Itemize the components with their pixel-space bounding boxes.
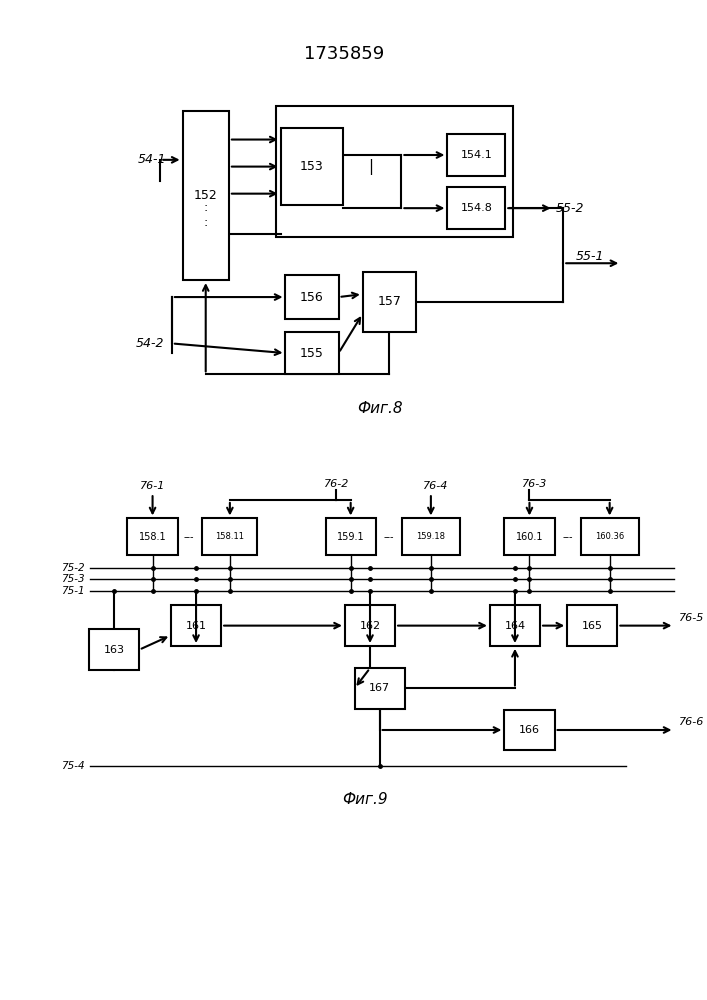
Text: 152: 152	[194, 189, 218, 202]
Bar	[345, 605, 395, 646]
Text: 156: 156	[300, 291, 324, 304]
Bar	[504, 710, 554, 750]
Text: 75-3: 75-3	[62, 574, 85, 584]
Text: 154.8: 154.8	[460, 203, 492, 213]
Text: 1735859: 1735859	[304, 45, 384, 63]
Text: 158.11: 158.11	[216, 532, 245, 541]
Text: 163: 163	[103, 645, 124, 655]
Bar	[182, 111, 229, 280]
Bar	[448, 187, 506, 229]
Text: |: |	[368, 159, 373, 175]
Text: 75-2: 75-2	[62, 563, 85, 573]
Text: 158.1: 158.1	[139, 532, 166, 542]
Text: 157: 157	[378, 295, 402, 308]
Bar	[567, 605, 617, 646]
Text: ---: ---	[384, 532, 394, 542]
Text: 160.1: 160.1	[515, 532, 543, 542]
Text: 162: 162	[359, 621, 380, 631]
Text: .: .	[474, 180, 479, 198]
Text: 166: 166	[519, 725, 540, 735]
Text: 154.1: 154.1	[460, 150, 492, 160]
Bar	[286, 275, 339, 319]
Text: 54-1: 54-1	[138, 153, 167, 166]
Text: 75-1: 75-1	[62, 586, 85, 596]
Bar	[202, 518, 257, 555]
Bar	[127, 518, 177, 555]
Text: 165: 165	[582, 621, 603, 631]
Text: 75-4: 75-4	[62, 761, 85, 771]
Text: 164: 164	[504, 621, 525, 631]
Text: 55-1: 55-1	[575, 250, 604, 263]
Text: 76-2: 76-2	[324, 479, 349, 489]
Text: 167: 167	[369, 683, 390, 693]
Text: ---: ---	[562, 532, 573, 542]
Text: 161: 161	[185, 621, 206, 631]
Bar	[281, 128, 344, 205]
Bar	[490, 605, 540, 646]
Text: 76-3: 76-3	[522, 479, 547, 489]
Text: 76-4: 76-4	[423, 481, 448, 491]
Bar	[325, 518, 376, 555]
Bar	[89, 629, 139, 670]
Bar	[354, 668, 405, 709]
Bar	[580, 518, 638, 555]
Text: 155: 155	[300, 347, 324, 360]
Text: 55-2: 55-2	[556, 202, 584, 215]
Text: :
:: : :	[204, 201, 208, 229]
Text: Фиг.9: Фиг.9	[342, 792, 388, 807]
Text: 76-5: 76-5	[679, 613, 705, 623]
Text: 76-6: 76-6	[679, 717, 705, 727]
Bar	[504, 518, 554, 555]
Text: 76-1: 76-1	[140, 481, 165, 491]
Text: ---: ---	[184, 532, 194, 542]
Text: 160.36: 160.36	[595, 532, 624, 541]
Bar	[363, 272, 416, 332]
Bar	[276, 106, 513, 237]
Text: 159.1: 159.1	[337, 532, 365, 542]
Bar	[402, 518, 460, 555]
Bar	[286, 332, 339, 374]
Bar	[171, 605, 221, 646]
Text: 54-2: 54-2	[136, 337, 165, 350]
Text: Фиг.8: Фиг.8	[357, 401, 402, 416]
Text: 159.18: 159.18	[416, 532, 445, 541]
Text: 153: 153	[300, 160, 324, 173]
Bar	[448, 134, 506, 176]
